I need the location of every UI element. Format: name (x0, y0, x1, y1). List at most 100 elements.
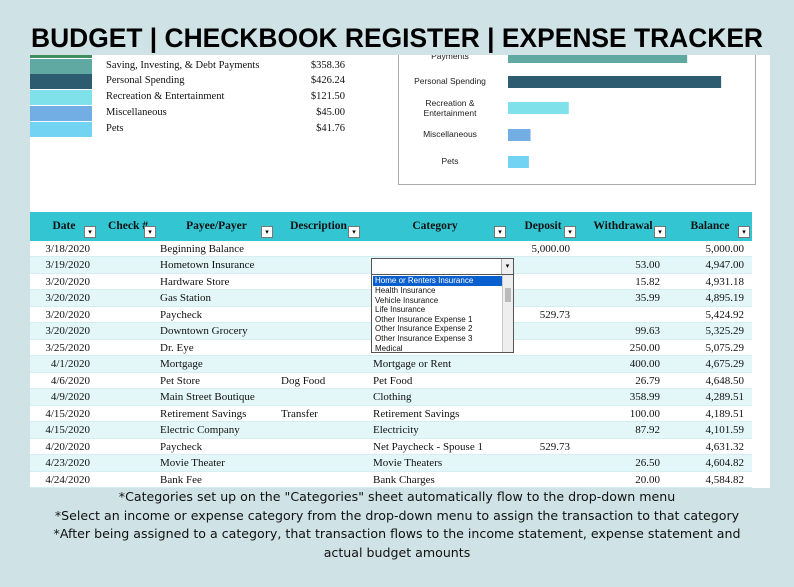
table-cell: 4,631.32 (705, 440, 745, 453)
table-cell: 4/15/2020 (45, 407, 90, 420)
scrollbar-thumb (505, 288, 511, 303)
table-cell: 100.00 (629, 407, 660, 420)
column-header: Deposit (524, 220, 562, 232)
column-header: Check # (108, 220, 148, 232)
summary-amount: $45.00 (316, 106, 345, 118)
table-cell: Paycheck (160, 308, 203, 321)
table-cell: 4/24/2020 (45, 473, 90, 486)
dropdown-option[interactable]: Life Insurance (375, 305, 426, 315)
row-stripe (30, 422, 752, 439)
table-cell: 53.00 (635, 259, 660, 272)
table-cell: 87.92 (635, 424, 660, 437)
table-cell: 250.00 (629, 341, 660, 354)
summary-amount: $121.50 (310, 91, 345, 103)
filter-button[interactable]: ▾ (564, 226, 576, 238)
footer-notes: *Categories set up on the "Categories" s… (0, 488, 794, 562)
summary-label: Recreation & Entertainment (106, 91, 225, 103)
bar-label: Pets (441, 156, 459, 166)
filter-button[interactable]: ▾ (348, 226, 360, 238)
dropdown-arrow[interactable]: ▾ (501, 259, 513, 275)
table-cell: 4,584.82 (705, 473, 745, 486)
table-cell: 5,325.29 (705, 325, 745, 338)
table-cell: 5,424.92 (705, 308, 745, 321)
column-header: Date (52, 220, 76, 232)
spreadsheet: Payments Personal Spending Recreation & En… (30, 55, 770, 488)
row-line (30, 388, 752, 390)
table-cell: Bank Charges (373, 473, 435, 486)
table-cell: Dog Food (281, 374, 326, 387)
dropdown-option[interactable]: Home or Renters Insurance (373, 276, 502, 287)
table-cell: Bank Fee (160, 473, 202, 486)
scrollbar (502, 275, 513, 353)
table-cell: 3/18/2020 (45, 243, 90, 255)
summary-label: Saving, Investing, & Debt Payments (106, 59, 260, 71)
table-cell: 99.63 (635, 325, 660, 338)
dropdown-option[interactable]: Other Insurance Expense 2 (375, 324, 473, 334)
dropdown-option[interactable]: Other Insurance Expense 1 (375, 314, 473, 324)
table-cell: 4/20/2020 (45, 440, 90, 453)
table-cell: 4,947.00 (705, 259, 745, 272)
footnote: *Select an income or expense category fr… (54, 507, 740, 523)
dropdown-option[interactable]: Health Insurance (375, 286, 436, 296)
filter-button[interactable]: ▾ (84, 226, 96, 238)
table-cell: 4/1/2020 (50, 358, 90, 371)
table-cell: 4,189.51 (705, 407, 745, 420)
table-cell: Mortgage (160, 358, 203, 371)
table-cell: Transfer (281, 407, 318, 420)
bar (508, 55, 688, 63)
footnote: *After being assigned to a category, tha… (53, 526, 741, 560)
table-cell: Movie Theater (160, 457, 225, 470)
color-swatch (30, 58, 92, 74)
row-line (30, 470, 752, 472)
bar-label: Payments (431, 55, 469, 61)
table-cell: Pet Food (373, 374, 413, 387)
summary-label: Pets (106, 122, 124, 134)
dropdown-option[interactable]: Other Insurance Expense 3 (375, 334, 473, 344)
table-cell: Clothing (373, 391, 412, 404)
dropdown-option[interactable]: Medical (375, 343, 403, 353)
summary-amount: $358.36 (310, 59, 345, 71)
table-cell: Beginning Balance (160, 243, 245, 255)
dropdown-option[interactable]: Vehicle Insurance (375, 295, 439, 305)
table-cell: Retirement Savings (160, 407, 247, 420)
title: BUDGET | CHECKBOOK REGISTER | EXPENSE TR… (31, 23, 763, 53)
title-bar: BUDGET | CHECKBOOK REGISTER | EXPENSE TR… (31, 23, 763, 53)
row-line (30, 404, 752, 406)
table-cell: 35.99 (635, 292, 660, 305)
color-swatch (30, 105, 92, 121)
filter-button[interactable]: ▾ (654, 226, 666, 238)
table-cell: 3/20/2020 (45, 275, 90, 288)
dropdown-combo[interactable]: ▾ (371, 258, 514, 276)
table-cell: 358.99 (629, 391, 660, 404)
row-line (30, 487, 752, 488)
bar (508, 102, 569, 114)
color-swatch (30, 90, 92, 106)
bar-label: Recreation & Entertainment (423, 98, 477, 118)
table-cell: 4,895.19 (705, 292, 745, 305)
filter-button[interactable]: ▾ (261, 226, 273, 238)
table-cell: 5,075.29 (705, 341, 745, 354)
filter-button[interactable]: ▾ (144, 226, 156, 238)
table-cell: 3/20/2020 (45, 308, 90, 321)
table-cell: 529.73 (539, 440, 570, 453)
footnote: *Categories set up on the "Categories" s… (118, 489, 676, 504)
table-cell: 4/6/2020 (50, 374, 90, 387)
bar-label: Miscellaneous (423, 129, 477, 139)
table-cell: 4/23/2020 (45, 457, 90, 470)
summary-label: Personal Spending (106, 75, 185, 87)
summary-label: Miscellaneous (106, 106, 167, 118)
bar-chart (508, 55, 722, 168)
table-cell: 4,604.82 (705, 457, 745, 470)
color-swatch (30, 74, 92, 90)
table-cell: Dr. Eye (160, 341, 194, 354)
table-cell: 4/9/2020 (50, 391, 90, 404)
filter-button[interactable]: ▾ (738, 226, 750, 238)
table-cell: Downtown Grocery (160, 325, 248, 338)
filter-button[interactable]: ▾ (494, 226, 506, 238)
table-cell: Hometown Insurance (160, 259, 255, 272)
column-header: Category (412, 220, 458, 232)
table-cell: Pet Store (160, 374, 201, 387)
row-line (30, 454, 752, 456)
table-cell: 4,101.59 (705, 424, 745, 437)
